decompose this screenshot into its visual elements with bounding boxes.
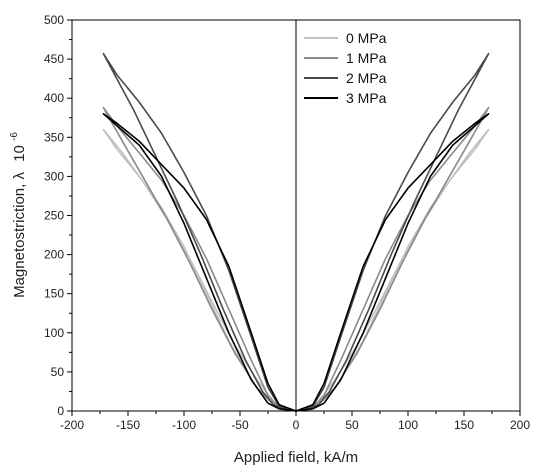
x-tick-label-1: -150	[116, 418, 140, 432]
legend-label-1: 1 MPa	[346, 50, 387, 66]
y-axis-label-main: Magnetostriction, λ	[11, 172, 28, 298]
axes-layer: -200 -150 -100 -50 0 50 100 150 200 0 50 100 150 200 2…	[44, 13, 530, 432]
x-tick-label-5: 50	[345, 418, 359, 432]
series-1-loop-neg	[102, 106, 297, 412]
plot-layer	[102, 52, 490, 412]
x-tick-label-2: -100	[172, 418, 196, 432]
x-tick-label-4: 0	[293, 418, 300, 432]
series-1-loop-pos	[295, 106, 490, 412]
y-tick-label-10: 500	[44, 13, 64, 27]
y-axis-label-exponent: -6	[9, 132, 20, 141]
y-tick-label-1: 50	[51, 365, 65, 379]
x-axis-label: Applied field, kA/m	[234, 449, 358, 466]
series-2-loop-neg	[102, 52, 297, 412]
y-tick-label-0: 0	[57, 404, 64, 418]
series-2-loop-pos	[295, 52, 490, 412]
series-3-loop-pos	[295, 113, 490, 412]
legend-label-3: 3 MPa	[346, 90, 387, 106]
x-tick-label-7: 150	[454, 418, 474, 432]
series-0-loop-neg	[102, 128, 297, 412]
y-tick-label-8: 400	[44, 91, 64, 105]
legend-label-2: 2 MPa	[346, 70, 387, 86]
y-tick-label-5: 250	[44, 209, 64, 223]
x-tick-label-0: -200	[60, 418, 84, 432]
y-tick-label-3: 150	[44, 287, 64, 301]
legend-label-0: 0 MPa	[346, 30, 387, 46]
x-tick-label-8: 200	[510, 418, 530, 432]
y-tick-label-7: 350	[44, 130, 64, 144]
x-tick-label-6: 100	[398, 418, 418, 432]
y-tick-label-4: 200	[44, 248, 64, 262]
y-axis-label-scale: 10	[11, 145, 28, 162]
y-tick-label-6: 300	[44, 169, 64, 183]
series-0-loop-pos	[295, 128, 490, 412]
series-3-loop-neg	[102, 113, 297, 412]
legend: 0 MPa 1 MPa 2 MPa 3 MPa	[304, 30, 387, 106]
x-tick-label-3: -50	[231, 418, 249, 432]
y-axis-label: Magnetostriction, λ 10 -6	[9, 132, 28, 298]
y-tick-label-9: 450	[44, 52, 64, 66]
y-tick-label-2: 100	[44, 326, 64, 340]
